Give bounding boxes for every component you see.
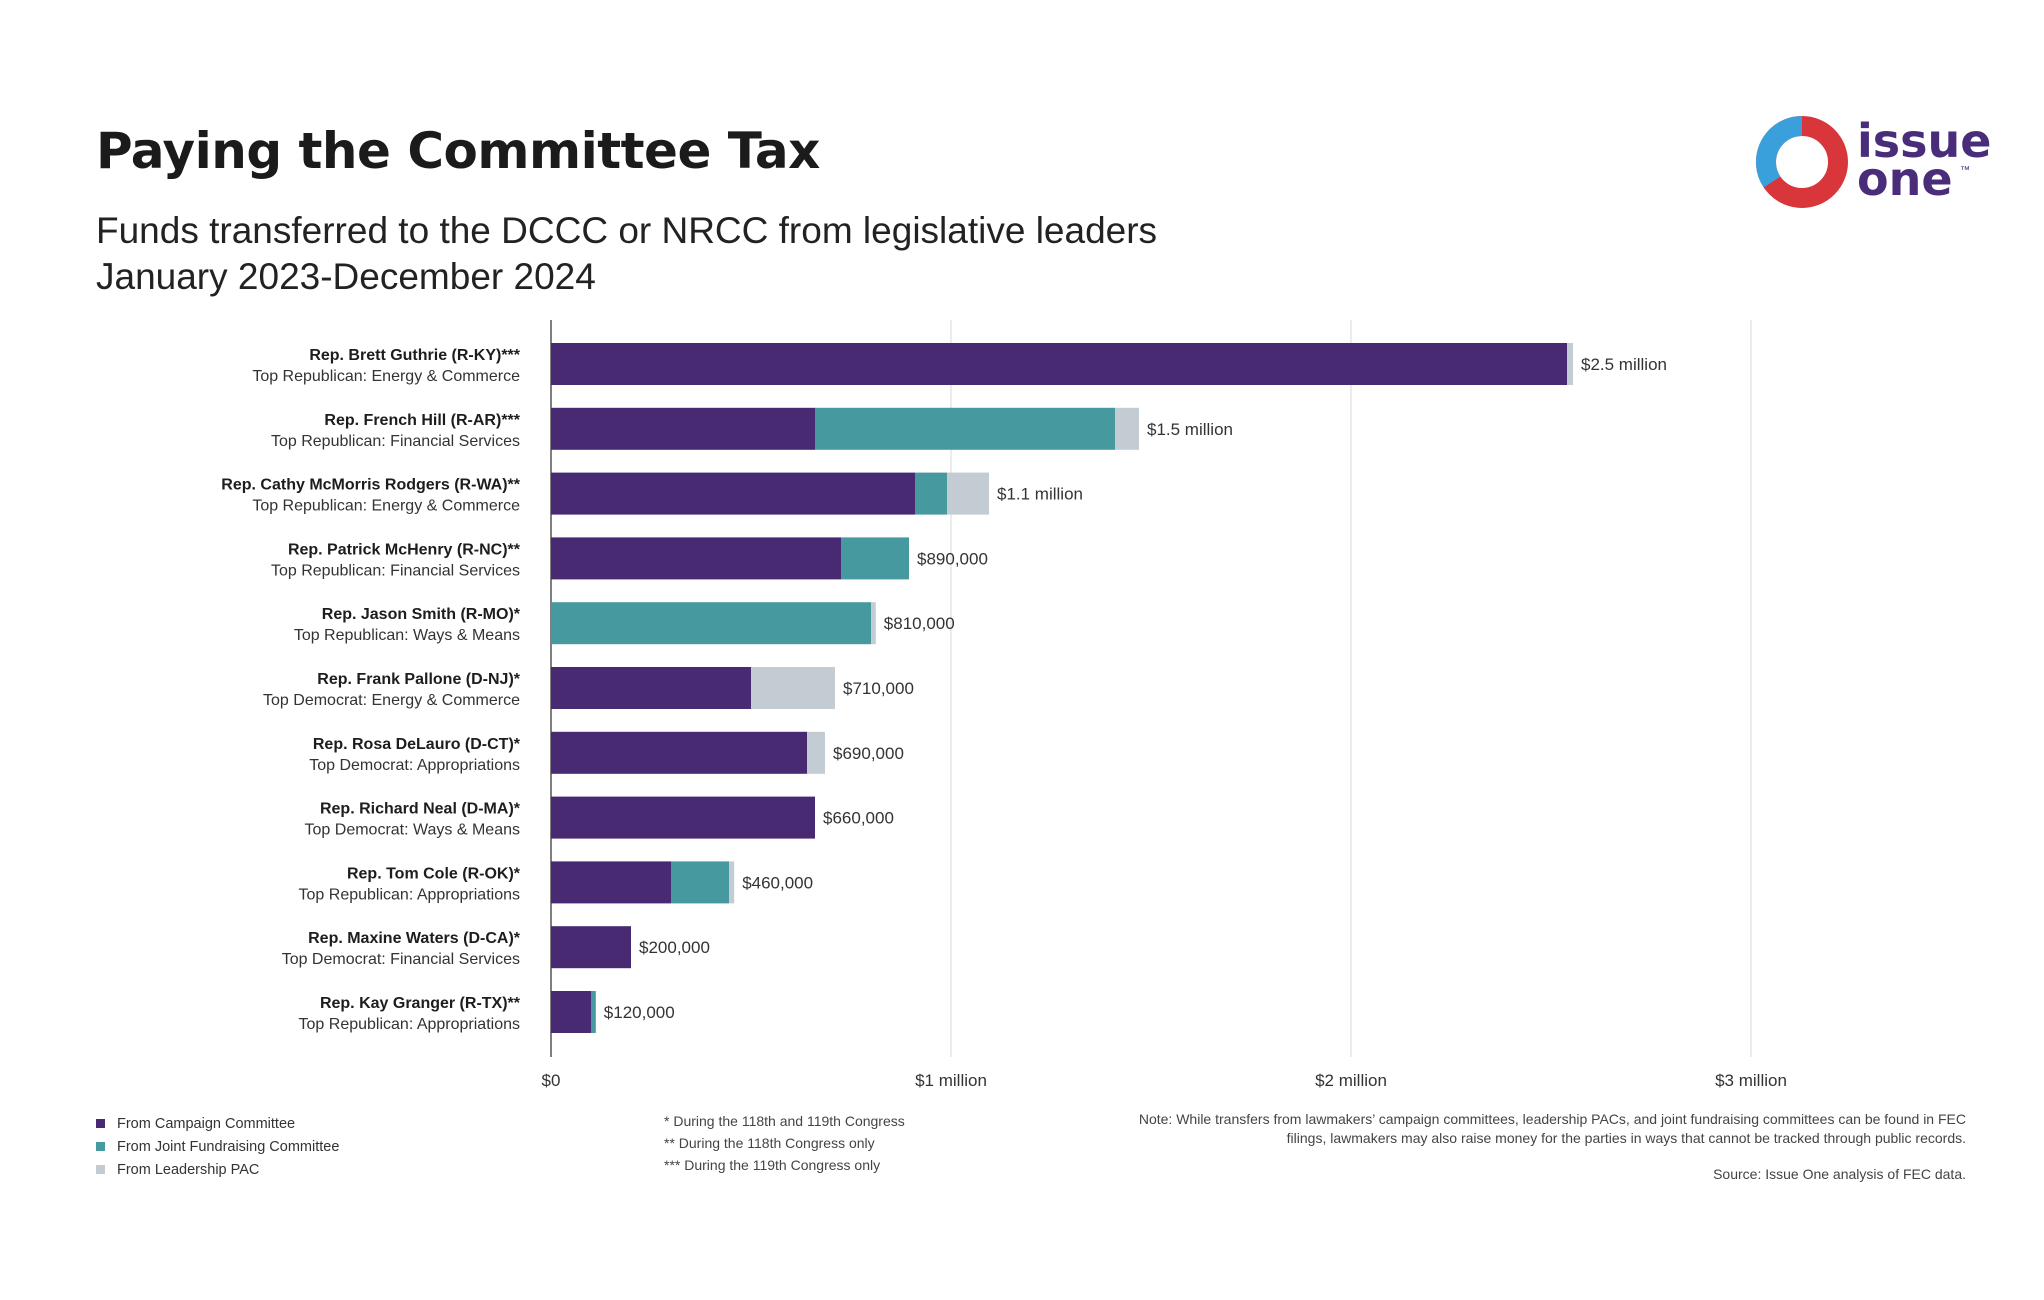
bar-total-label: $810,000 [884,614,955,633]
bar-category-role: Top Republican: Appropriations [299,1016,520,1033]
legend-item-leadership: From Leadership PAC [96,1158,339,1181]
bar-category-name: Rep. Cathy McMorris Rodgers (R-WA)** [221,477,520,494]
legend-swatch-leadership [96,1165,105,1174]
bar-segment [551,991,591,1033]
stacked-bar-chart: $0 $1 million $2 million $3 million Rep. Bre… [221,320,1787,1090]
source-note: Source: Issue One analysis of FEC data. [1713,1166,1966,1182]
bar-category-role: Top Republican: Financial Services [271,433,520,450]
legend-label-jfc: From Joint Fundraising Committee [117,1138,340,1155]
bar-category-role: Top Republican: Financial Services [271,562,520,579]
bar-segment [729,861,735,904]
bar-segment [1115,407,1139,450]
bar-category-name: Rep. Kay Granger (R-TX)** [320,995,521,1012]
bar-category-role: Top Republican: Appropriations [299,886,520,903]
bar-category-name: Rep. Patrick McHenry (R-NC)** [288,541,521,558]
bar-segment [871,602,876,645]
bar-segment [1567,343,1573,385]
bar-total-label: $690,000 [833,744,904,763]
bar-segment [551,343,1567,385]
bar-category-role: Top Democrat: Financial Services [282,951,520,968]
bar-category-name: Rep. Maxine Waters (D-CA)* [308,930,521,947]
logo-text-issue: issue [1857,114,1992,168]
legend-swatch-campaign [96,1119,105,1128]
bar-total-label: $120,000 [604,1003,675,1022]
logo-trademark: ™ [1960,165,1970,176]
bar-category-name: Rep. Richard Neal (D-MA)* [320,801,521,818]
chart-date-range: January 2023-December 2024 [96,256,596,297]
methodology-note: Note: While transfers from lawmakers’ ca… [1138,1111,1966,1146]
bar-segment [551,796,815,839]
bar-segment [815,407,1115,450]
bar-segment [671,861,729,904]
bar-segment [591,991,596,1033]
bar-category-role: Top Democrat: Appropriations [309,757,520,774]
bar-total-label: $660,000 [823,809,894,828]
legend-item-jfc: From Joint Fundraising Committee [96,1135,339,1158]
bar-category-name: Rep. French Hill (R-AR)*** [324,412,520,429]
bar-total-label: $2.5 million [1581,355,1667,374]
legend-swatch-jfc [96,1142,105,1151]
issue-one-logo-icon [1755,115,1848,208]
bar-segment [551,926,631,969]
bar-category-role: Top Republican: Energy & Commerce [252,498,520,515]
x-tick-label: $0 [542,1071,561,1090]
bar-category-role: Top Democrat: Energy & Commerce [263,692,520,709]
bar-category-name: Rep. Jason Smith (R-MO)* [322,606,521,623]
bar-total-label: $710,000 [843,679,914,698]
footnotes: * During the 118th and 119th Congress **… [664,1110,905,1176]
legend-label-campaign: From Campaign Committee [117,1115,296,1132]
bar-segment [807,731,825,774]
bar-segment [551,472,915,515]
bar-segment [551,731,807,774]
legend-label-leadership: From Leadership PAC [117,1161,260,1178]
bar-total-label: $1.1 million [997,485,1083,504]
bar-category-role: Top Republican: Ways & Means [294,627,520,644]
chart-subtitle: Funds transferred to the DCCC or NRCC fr… [96,210,1158,251]
bar-category-role: Top Democrat: Ways & Means [305,822,520,839]
bar-segment [551,602,871,645]
footnote-2: ** During the 118th Congress only [664,1135,875,1151]
x-tick-label: $1 million [915,1071,987,1090]
bar-segment [551,537,841,580]
chart-title: Paying the Committee Tax [96,122,820,180]
bar-category-name: Rep. Frank Pallone (D-NJ)* [317,671,520,688]
bar-total-label: $460,000 [742,873,813,892]
bar-segment [841,537,909,580]
bar-category-role: Top Republican: Energy & Commerce [252,368,520,385]
bar-segment [551,667,751,709]
x-tick-label: $2 million [1315,1071,1387,1090]
bar-total-label: $890,000 [917,549,988,568]
bar-total-label: $200,000 [639,938,710,957]
bar-total-label: $1.5 million [1147,420,1233,439]
footnote-1: * During the 118th and 119th Congress [664,1113,905,1129]
bar-segment [751,667,835,709]
bar-segment [551,861,671,904]
bar-category-name: Rep. Tom Cole (R-OK)* [347,865,521,882]
logo-text-one: one [1857,152,1953,206]
bar-category-name: Rep. Rosa DeLauro (D-CT)* [313,736,521,753]
legend-item-campaign: From Campaign Committee [96,1112,339,1135]
x-tick-label: $3 million [1715,1071,1787,1090]
bar-segment [915,472,947,515]
bar-segment [551,407,815,450]
bar-segment [947,472,989,515]
footnote-3: *** During the 119th Congress only [664,1157,881,1173]
bar-category-name: Rep. Brett Guthrie (R-KY)*** [309,347,520,364]
legend: From Campaign Committee From Joint Fundr… [96,1112,339,1181]
